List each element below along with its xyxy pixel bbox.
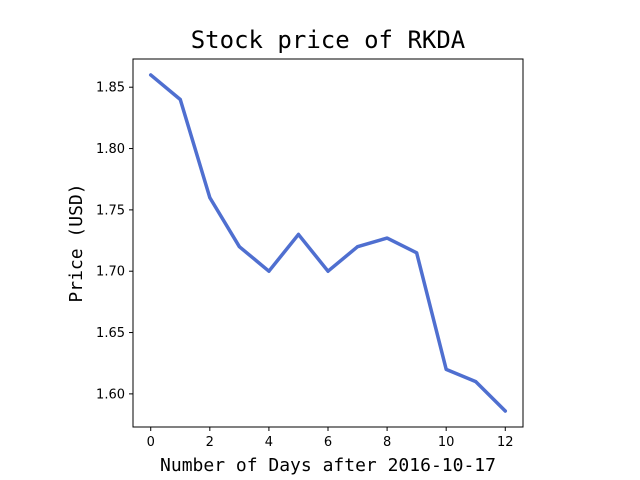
x-tick-label: 10 (438, 435, 455, 450)
data-point (326, 269, 330, 273)
data-point (415, 251, 419, 255)
chart-title: Stock price of RKDA (191, 26, 466, 54)
y-tick-label: 1.80 (96, 142, 125, 157)
x-axis: 0 2 4 6 8 10 12 (147, 427, 514, 450)
x-tick-label: 12 (497, 435, 514, 450)
data-point (385, 236, 389, 240)
data-point (296, 232, 300, 236)
data-point (178, 97, 182, 101)
plot-frame (132, 58, 524, 428)
y-tick-label: 1.60 (96, 387, 125, 402)
data-point (237, 245, 241, 249)
y-tick-label: 1.70 (96, 265, 125, 280)
y-tick-label: 1.75 (96, 203, 125, 218)
x-tick-label: 6 (324, 435, 332, 450)
data-point (267, 269, 271, 273)
data-point (503, 409, 507, 413)
series-group (148, 73, 508, 413)
y-tick-label: 1.65 (96, 326, 125, 341)
data-point (208, 196, 212, 200)
data-point (356, 245, 360, 249)
x-tick-label: 8 (383, 435, 391, 450)
x-tick-label: 0 (147, 435, 155, 450)
series-line-0 (148, 73, 508, 413)
x-axis-label: Number of Days after 2016-10-17 (160, 455, 496, 476)
x-tick-label: 4 (265, 435, 273, 450)
y-axis-label: Price (USD) (66, 183, 87, 302)
data-point (444, 367, 448, 371)
x-tick-label: 2 (206, 435, 214, 450)
y-axis: 1.60 1.65 1.70 1.75 1.80 1.85 (96, 81, 133, 402)
data-point (149, 73, 153, 77)
y-tick-label: 1.85 (96, 81, 125, 96)
data-point (474, 380, 478, 384)
